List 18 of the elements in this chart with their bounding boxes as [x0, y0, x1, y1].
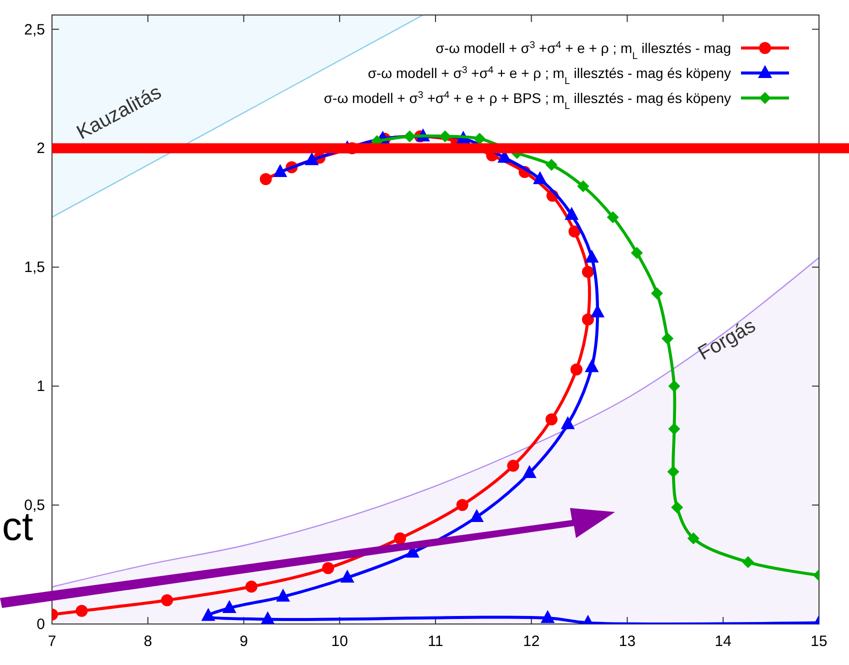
- x-tick-label: 11: [428, 633, 444, 650]
- y-tick-label: 1: [36, 378, 45, 396]
- x-tick-label: 9: [240, 633, 248, 650]
- x-tick-label: 8: [144, 633, 152, 650]
- x-tick-label: 7: [48, 633, 56, 650]
- x-tick-label: 15: [810, 633, 828, 650]
- y-tick-label: 0: [36, 616, 45, 633]
- legend-label: σ-ω modell + σ$^{3}$ +σ$^{4}$ + e + ρ ; m$_{L}$ illesztés - mag: [436, 40, 731, 62]
- y-tick-label: 1,5: [24, 259, 45, 276]
- x-tick-label: 14: [714, 633, 732, 650]
- y-tick-label: 2: [36, 140, 45, 158]
- x-tick-label: 13: [618, 633, 636, 650]
- x-tick-label: 10: [331, 633, 348, 650]
- legend-label: σ-ω modell + σ$^{3}$ +σ$^{4}$ + e + ρ ; m$_{L}$ illesztés - mag és köpeny: [368, 64, 731, 86]
- x-tick-label: 12: [523, 633, 540, 650]
- legend-label: σ-ω modell + σ$^{3}$ +σ$^{4}$ + e + ρ + BPS ; m$_{L}$ illesztés - mag és köpeny: [324, 90, 731, 112]
- y-tick-label: 0,5: [24, 497, 45, 514]
- y-tick-label: 2,5: [24, 21, 45, 38]
